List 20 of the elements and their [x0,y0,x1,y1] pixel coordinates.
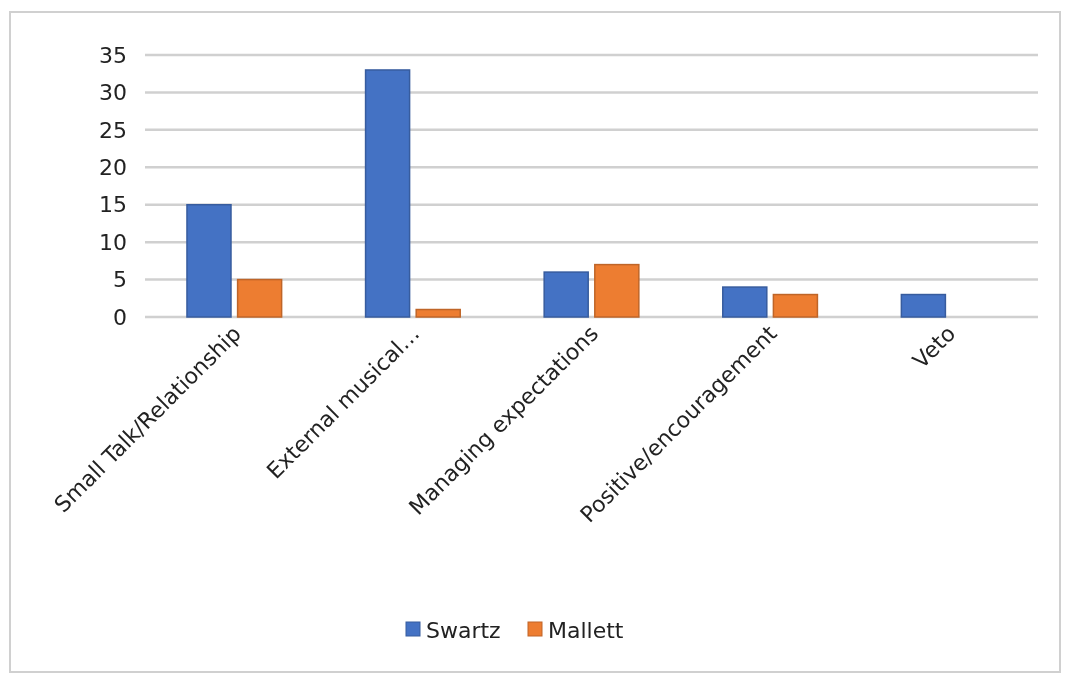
bar [900,293,947,318]
y-tick-label: 20 [99,154,127,180]
bar [236,278,283,318]
bar [543,271,589,318]
y-tick-label: 35 [99,42,127,68]
y-tick-label: 5 [113,267,127,293]
bar [415,308,461,318]
y-tick-label: 25 [99,117,127,143]
bar [364,69,411,318]
bar [186,203,232,318]
legend-label: Mallett [548,617,624,643]
legend-label: Swartz [426,617,501,643]
y-tick-label: 30 [99,80,127,106]
y-tick-label: 10 [99,229,127,255]
y-tick-label: 15 [99,192,127,218]
bar [722,286,768,318]
bar [772,293,819,318]
bar [594,263,640,318]
x-tick-label: Veto [907,320,961,374]
y-tick-label: 0 [113,304,127,330]
